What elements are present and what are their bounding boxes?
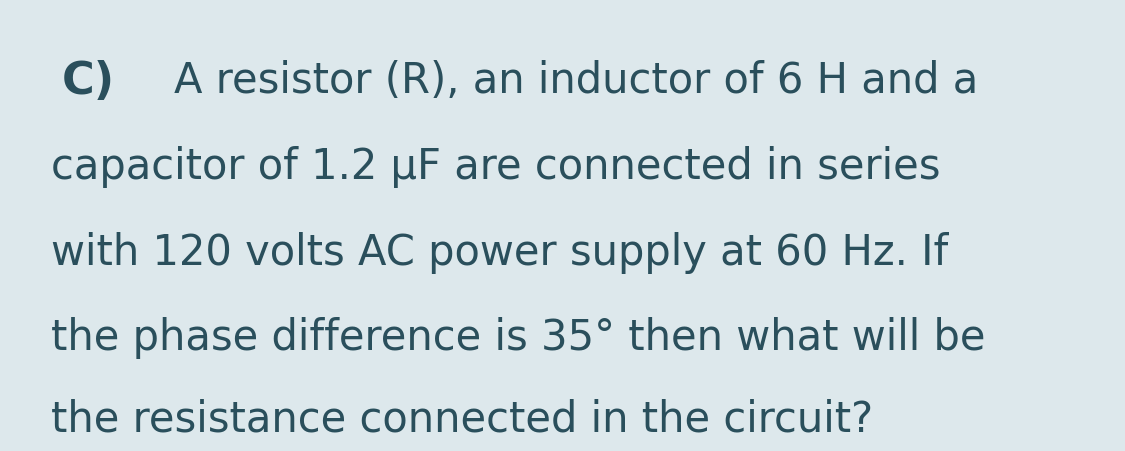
Text: the resistance connected in the circuit?: the resistance connected in the circuit? bbox=[51, 398, 873, 441]
Text: A resistor (R), an inductor of 6 H and a: A resistor (R), an inductor of 6 H and a bbox=[174, 60, 979, 102]
Text: C): C) bbox=[62, 60, 115, 103]
Text: capacitor of 1.2 μF are connected in series: capacitor of 1.2 μF are connected in ser… bbox=[51, 146, 940, 188]
Text: the phase difference is 35° then what will be: the phase difference is 35° then what wi… bbox=[51, 317, 986, 359]
Text: with 120 volts AC power supply at 60 Hz. If: with 120 volts AC power supply at 60 Hz.… bbox=[51, 231, 948, 274]
